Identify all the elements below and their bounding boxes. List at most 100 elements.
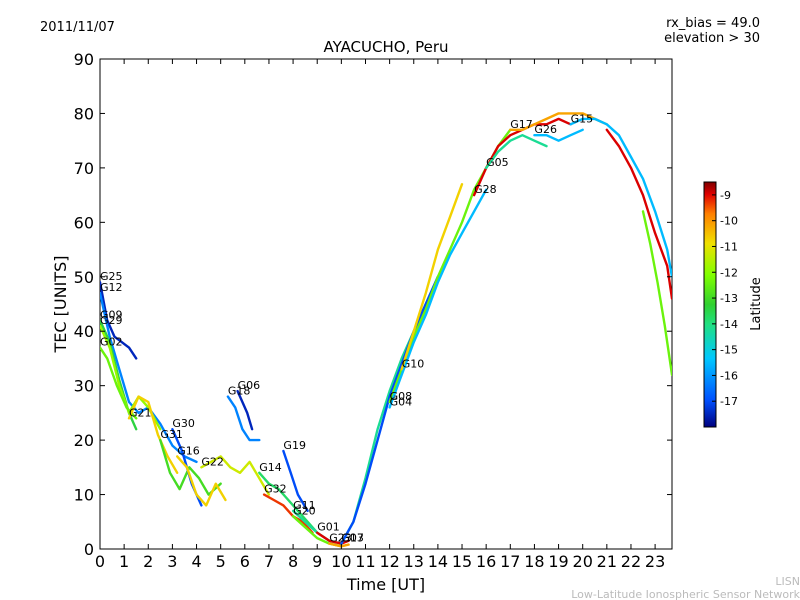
series-line-g22 — [200, 455, 271, 496]
series-line-g16 — [175, 455, 227, 507]
series-line-g07 — [340, 275, 440, 545]
series-label-g04: G04 — [390, 395, 413, 408]
y-tick-label: 60 — [74, 213, 94, 232]
series-line-g15 — [569, 117, 672, 278]
x-axis-ticks: 0 1 2 3 4 5 6 7 8 9 10 11 12 13 14 15 16 17 18 19 20 21 22 23 — [95, 59, 665, 571]
series-line-g25 — [100, 281, 138, 360]
y-tick-label: 40 — [74, 322, 94, 341]
date-label: 2011/11/07 — [40, 20, 115, 35]
series-label-g08: G08 — [390, 390, 413, 403]
x-tick-label: 1 — [119, 552, 129, 571]
colorbar-tick-label: -13 — [720, 292, 738, 305]
colorbar-tick-label: -9 — [720, 189, 731, 202]
series-label-g02: G02 — [100, 336, 123, 349]
series-line-g18 — [226, 395, 261, 442]
colorbar-label: Latitude — [749, 277, 764, 331]
y-tick-label: 30 — [74, 377, 94, 396]
y-tick-label: 50 — [74, 268, 94, 287]
series-label-g10: G10 — [402, 357, 425, 370]
colorbar-tick-label: -10 — [720, 215, 738, 228]
x-tick-label: 12 — [379, 552, 399, 571]
y-tick-label: 90 — [74, 50, 94, 69]
x-tick-label: 0 — [95, 552, 105, 571]
series-label-g26: G26 — [534, 123, 557, 136]
y-tick-label: 80 — [74, 104, 94, 123]
series-label-g20: G20 — [293, 504, 316, 517]
x-tick-label: 21 — [597, 552, 617, 571]
x-tick-label: 7 — [264, 552, 274, 571]
series-label-g28: G28 — [474, 183, 497, 196]
series-label-g19: G19 — [283, 439, 306, 452]
series-line-g12 — [100, 291, 198, 464]
series-label-g14: G14 — [259, 461, 282, 474]
x-tick-label: 13 — [404, 552, 424, 571]
x-tick-label: 11 — [355, 552, 375, 571]
series-label-g16: G16 — [177, 444, 200, 457]
colorbar-tick-label: -15 — [720, 344, 738, 357]
series-line-g09 — [100, 319, 138, 431]
x-tick-label: 9 — [312, 552, 322, 571]
colorbar-tick-label: -14 — [720, 318, 738, 331]
series-line-g29 — [100, 324, 162, 431]
series-label-g25: G25 — [100, 270, 123, 283]
series-line-g17 — [509, 112, 608, 132]
x-tick-label: 3 — [167, 552, 177, 571]
x-tick-label: 14 — [428, 552, 448, 571]
elevation-label: elevation > 30 — [664, 31, 760, 46]
colorbar — [703, 181, 717, 428]
series-label-g06: G06 — [238, 379, 261, 392]
footer-lisn: LISN — [775, 575, 800, 588]
series-line-g04 — [388, 188, 488, 409]
series-line-g14 — [258, 471, 319, 534]
series-label-g15: G15 — [571, 112, 594, 125]
x-tick-label: 4 — [191, 552, 201, 571]
series-label-g07: G07 — [341, 532, 364, 545]
plot-area — [99, 58, 673, 550]
x-axis-label: Time [UT] — [346, 575, 425, 594]
chart-title: AYACUCHO, Peru — [323, 38, 448, 56]
series-label-g05: G05 — [486, 156, 509, 169]
series-line-g02 — [100, 346, 138, 420]
colorbar-tick-label: -16 — [720, 369, 738, 382]
y-tick-label: 0 — [84, 540, 94, 559]
x-tick-label: 6 — [240, 552, 250, 571]
x-tick-label: 20 — [573, 552, 593, 571]
rx-bias-label: rx_bias = 49.0 — [666, 16, 760, 31]
x-tick-label: 19 — [548, 552, 568, 571]
y-tick-label: 20 — [74, 431, 94, 450]
series-line-g31 — [159, 438, 222, 496]
series-label-g32: G32 — [264, 483, 287, 496]
x-tick-label: 15 — [452, 552, 472, 571]
series-label-g13: G13 — [341, 532, 364, 545]
series-label-g31: G31 — [160, 428, 183, 441]
series-label-g22: G22 — [201, 455, 224, 468]
series-label-g29: G29 — [100, 314, 123, 327]
series-line-g06 — [236, 389, 254, 431]
series-label-g11: G11 — [293, 499, 316, 512]
y-axis-label: TEC [UNITS] — [51, 256, 70, 354]
y-tick-label: 70 — [74, 159, 94, 178]
colorbar-tick-label: -11 — [720, 240, 738, 253]
x-tick-label: 5 — [216, 552, 226, 571]
colorbar-tick-label: -17 — [720, 395, 738, 408]
series-line-unlabeled-29 — [605, 128, 672, 300]
x-tick-label: 8 — [288, 552, 298, 571]
series-line-g26 — [533, 128, 584, 142]
series-label-g01: G01 — [317, 521, 340, 534]
series-line-g01 — [316, 531, 350, 545]
series-label-g23: G23 — [329, 532, 352, 545]
series-label-g12: G12 — [100, 281, 123, 294]
series-label-g18: G18 — [228, 385, 251, 398]
x-tick-label: 16 — [476, 552, 496, 571]
x-tick-label: 17 — [500, 552, 520, 571]
x-tick-label: 22 — [621, 552, 641, 571]
series-line-unlabeled-30 — [641, 210, 672, 376]
series-line-g32 — [262, 493, 314, 534]
x-tick-label: 18 — [524, 552, 544, 571]
series-line-g05 — [485, 133, 548, 170]
series-label-g17: G17 — [510, 118, 533, 131]
series-line-g21 — [127, 395, 179, 474]
prn-labels: G25G12G09G29G02G21G31G30G16G22G18G06G19G… — [100, 112, 593, 544]
colorbar-tick-label: -12 — [720, 266, 738, 279]
